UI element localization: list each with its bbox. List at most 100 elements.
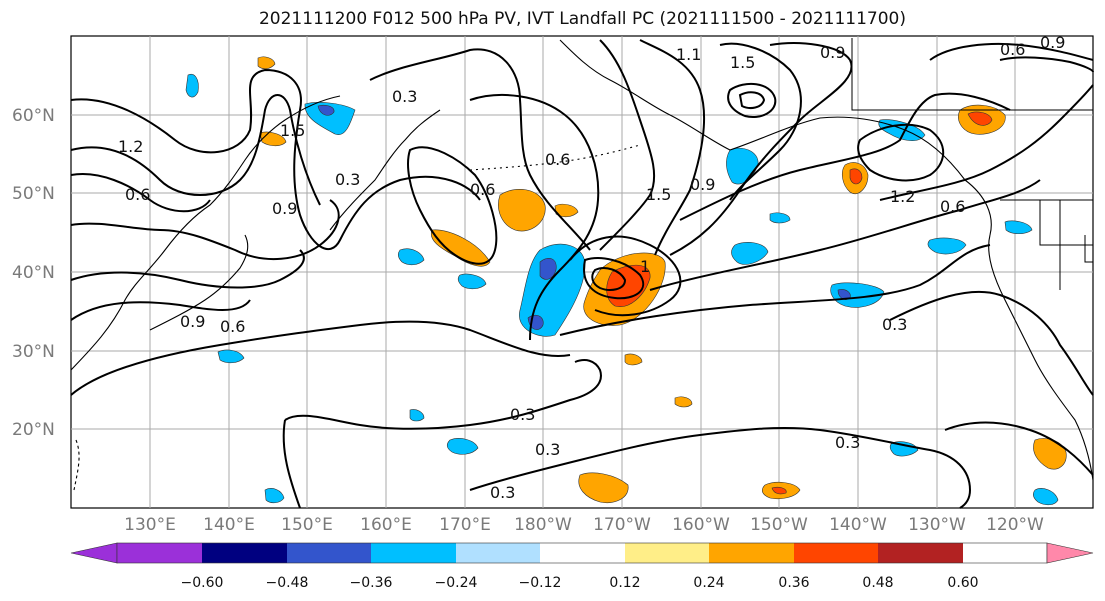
contour-label: 1.5 [280, 121, 305, 140]
political-borders [851, 38, 1093, 290]
colorbar: −0.60 −0.48 −0.36 −0.24 −0.12 0.12 0.24 … [70, 542, 1094, 591]
colorbar-segments [116, 542, 1048, 564]
map-title: 2021111200 F012 500 hPa PV, IVT Landfall… [258, 9, 906, 29]
lon-label: 160°E [360, 515, 412, 535]
contour-label: 0.3 [335, 170, 360, 189]
contour-label: 1.2 [118, 137, 143, 156]
aleutians [469, 144, 641, 171]
lat-label: 40°N [12, 263, 55, 283]
ivt-negative-blob [539, 257, 557, 280]
lon-label: 180°W [514, 515, 572, 535]
ivt-positive-blob [430, 229, 491, 267]
contour-label: 0.9 [180, 312, 205, 331]
colorbar-segment [794, 543, 878, 563]
contour-label: 0.9 [690, 175, 715, 194]
colorbar-segment [540, 543, 625, 563]
colorbar-segment [117, 543, 202, 563]
japan-coastline [149, 234, 249, 331]
contour-label: 1.1 [676, 45, 701, 64]
lon-label: 130°W [908, 515, 966, 535]
contour-label: 0.3 [490, 483, 515, 502]
ivt-negative-blob [304, 102, 356, 136]
pv-contour-line [583, 257, 645, 300]
pv-contour-line [679, 92, 1011, 221]
pv-contour-line [599, 39, 656, 251]
ivt-negative-blob [217, 349, 245, 364]
map-panel: 1.2 1.5 0.9 0.6 0.3 0.3 0.6 0.6 1.1 1.5 … [12, 33, 1094, 535]
pv-contour-line [999, 56, 1094, 73]
longitude-labels: 130°E 140°E 150°E 160°E 170°E 180°W 170°… [124, 515, 1044, 535]
lat-label: 60°N [12, 106, 55, 126]
pv-contour-line [879, 84, 1094, 201]
colorbar-segment [371, 543, 456, 563]
contour-label: 1.5 [730, 53, 755, 72]
us-state-borders [1039, 200, 1093, 290]
pv-contour-line [369, 48, 591, 251]
latitude-labels: 60°N 50°N 40°N 30°N 20°N [12, 106, 55, 440]
ivt-negative-blob [397, 248, 425, 266]
contour-label: 0.9 [820, 43, 845, 62]
pv-contour-line [70, 249, 305, 289]
colorbar-tick-label: 0.24 [693, 575, 724, 591]
contour-label: 0.3 [392, 87, 417, 106]
colorbar-segment [625, 543, 709, 563]
contour-label: 0.6 [545, 150, 570, 169]
contour-label: 0.6 [125, 185, 150, 204]
ivt-positive-blob [624, 353, 643, 366]
contour-label: 1.5 [646, 185, 671, 204]
pv-contour-line [719, 42, 802, 201]
contour-label: 0.6 [1000, 40, 1025, 59]
pv-contour-labels: 1.2 1.5 0.9 0.6 0.3 0.3 0.6 0.6 1.1 1.5 … [118, 33, 1065, 502]
pv-contour-line [70, 320, 571, 396]
colorbar-segment [202, 543, 287, 563]
ivt-negative-blob [927, 237, 967, 255]
lon-label: 120°W [986, 515, 1044, 535]
colorbar-tick-label: 0.60 [947, 575, 978, 591]
contour-label: 0.3 [510, 405, 535, 424]
pv-contours [70, 39, 1094, 509]
coastlines [70, 39, 1094, 491]
colorbar-tick-labels: −0.60 −0.48 −0.36 −0.24 −0.12 0.12 0.24 … [181, 575, 979, 591]
lat-label: 30°N [12, 342, 55, 362]
ivt-negative-blob [446, 438, 479, 455]
ivt-negative-blob [731, 242, 769, 265]
lon-label: 150°W [750, 515, 808, 535]
colorbar-max-extend [1046, 542, 1094, 564]
alaska-canada-border [851, 38, 1093, 111]
lon-label: 140°E [203, 515, 255, 535]
ivt-negative-blob [1004, 220, 1033, 235]
colorbar-tick-label: −0.60 [181, 575, 224, 591]
colorbar-segment [878, 543, 963, 563]
lat-label: 20°N [12, 420, 55, 440]
colorbar-tick-label: 0.48 [862, 575, 893, 591]
ivt-positive-blob [967, 111, 993, 126]
contour-label: 0.6 [220, 317, 245, 336]
ivt-positive-blob [257, 56, 276, 70]
ivt-positive-blob [849, 168, 863, 185]
contour-label: 0.9 [1040, 33, 1065, 52]
contour-label: 0.3 [835, 433, 860, 452]
pv-contour-line [639, 39, 706, 256]
colorbar-tick-label: 0.36 [778, 575, 809, 591]
pv-contour-line [591, 267, 627, 291]
pv-contour-line [944, 421, 1094, 476]
lon-label: 170°W [593, 515, 651, 535]
ivt-negative-blob [264, 488, 285, 504]
pv-contour-line [649, 179, 1041, 291]
kamchatka-coastline [329, 109, 441, 231]
pv-contour-line [70, 299, 251, 321]
colorbar-segment [456, 543, 540, 563]
ivt-positive-blob [771, 486, 787, 495]
contour-label: 1.2 [890, 187, 915, 206]
colorbar-segment [287, 543, 371, 563]
pv-contour-line [469, 94, 600, 341]
colorbar-tick-label: −0.48 [266, 575, 309, 591]
contour-label: 0.3 [882, 315, 907, 334]
alaska-coastline [559, 39, 992, 236]
pv-contour-line [469, 426, 972, 509]
pv-contour-line [284, 359, 602, 430]
ivt-positive-blob [578, 472, 629, 503]
pv-contour-line [70, 199, 340, 261]
ivt-negative-blob [769, 212, 791, 224]
contour-label: 0.3 [535, 440, 560, 459]
